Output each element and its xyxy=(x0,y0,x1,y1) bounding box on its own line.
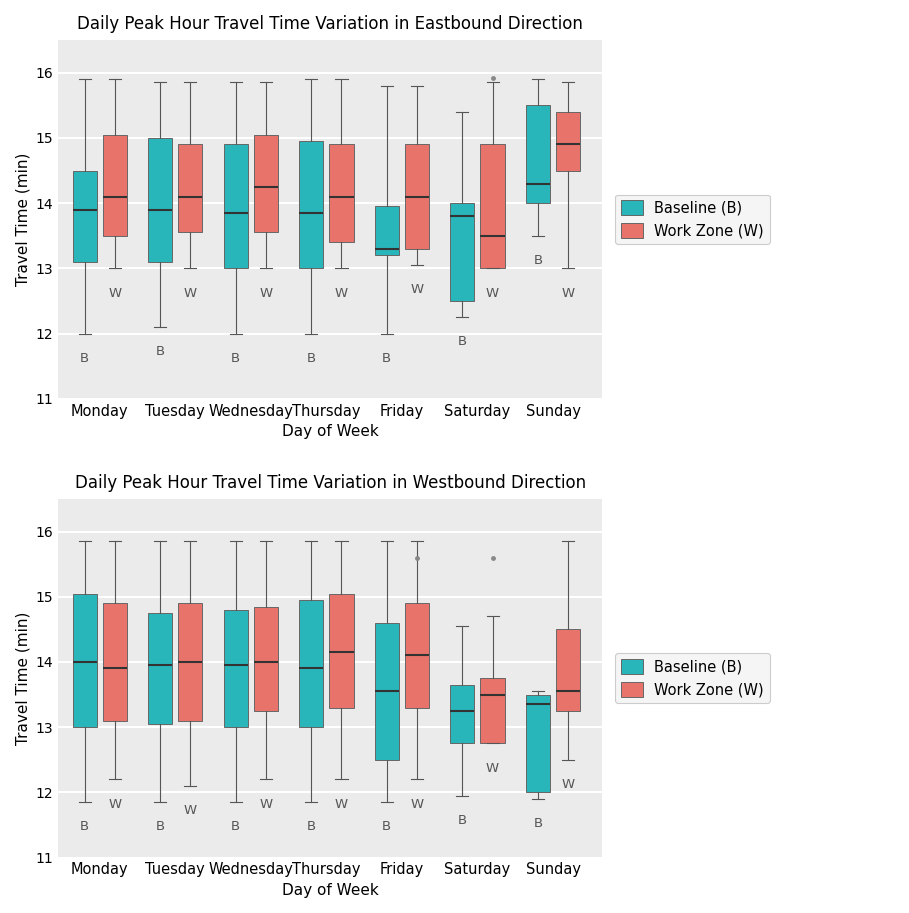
PathPatch shape xyxy=(375,623,399,760)
Text: W: W xyxy=(108,798,122,811)
Text: B: B xyxy=(155,345,165,358)
PathPatch shape xyxy=(254,606,278,711)
Text: B: B xyxy=(306,821,315,834)
Title: Daily Peak Hour Travel Time Variation in Eastbound Direction: Daily Peak Hour Travel Time Variation in… xyxy=(77,15,583,33)
PathPatch shape xyxy=(375,206,399,256)
PathPatch shape xyxy=(481,144,504,268)
PathPatch shape xyxy=(299,600,324,727)
PathPatch shape xyxy=(103,134,127,236)
Text: W: W xyxy=(486,761,499,775)
PathPatch shape xyxy=(481,678,504,743)
X-axis label: Day of Week: Day of Week xyxy=(282,883,378,898)
Text: W: W xyxy=(562,287,574,299)
PathPatch shape xyxy=(405,603,429,708)
Text: B: B xyxy=(458,335,467,349)
PathPatch shape xyxy=(224,610,248,727)
Text: W: W xyxy=(335,798,348,811)
PathPatch shape xyxy=(329,144,354,242)
PathPatch shape xyxy=(556,629,580,711)
Text: B: B xyxy=(383,821,392,834)
Text: W: W xyxy=(259,287,273,299)
Text: B: B xyxy=(80,352,89,365)
Legend: Baseline (B), Work Zone (W): Baseline (B), Work Zone (W) xyxy=(614,194,770,245)
Text: W: W xyxy=(562,778,574,791)
X-axis label: Day of Week: Day of Week xyxy=(282,425,378,439)
PathPatch shape xyxy=(178,603,203,720)
PathPatch shape xyxy=(525,105,550,203)
PathPatch shape xyxy=(148,138,172,262)
Title: Daily Peak Hour Travel Time Variation in Westbound Direction: Daily Peak Hour Travel Time Variation in… xyxy=(75,474,585,492)
Y-axis label: Travel Time (min): Travel Time (min) xyxy=(15,152,30,286)
PathPatch shape xyxy=(254,134,278,233)
Text: B: B xyxy=(534,254,543,267)
Legend: Baseline (B), Work Zone (W): Baseline (B), Work Zone (W) xyxy=(614,654,770,703)
Text: W: W xyxy=(108,287,122,299)
Text: W: W xyxy=(184,804,197,817)
Text: B: B xyxy=(306,352,315,365)
PathPatch shape xyxy=(299,142,324,268)
Text: B: B xyxy=(534,817,543,830)
PathPatch shape xyxy=(525,695,550,792)
Text: B: B xyxy=(155,821,165,834)
PathPatch shape xyxy=(329,593,354,708)
PathPatch shape xyxy=(103,603,127,720)
PathPatch shape xyxy=(178,144,203,233)
Text: W: W xyxy=(486,287,499,299)
Text: B: B xyxy=(458,813,467,827)
Text: W: W xyxy=(335,287,348,299)
Text: B: B xyxy=(383,352,392,365)
Text: W: W xyxy=(411,798,424,811)
PathPatch shape xyxy=(450,685,474,743)
PathPatch shape xyxy=(148,613,172,724)
Text: B: B xyxy=(231,352,240,365)
PathPatch shape xyxy=(556,111,580,171)
PathPatch shape xyxy=(405,144,429,248)
Text: B: B xyxy=(80,821,89,834)
Text: W: W xyxy=(411,283,424,297)
PathPatch shape xyxy=(73,171,96,262)
PathPatch shape xyxy=(450,203,474,301)
Text: B: B xyxy=(231,821,240,834)
Y-axis label: Travel Time (min): Travel Time (min) xyxy=(15,612,30,745)
PathPatch shape xyxy=(224,144,248,268)
Text: W: W xyxy=(184,287,197,299)
PathPatch shape xyxy=(73,593,96,727)
Text: W: W xyxy=(259,798,273,811)
